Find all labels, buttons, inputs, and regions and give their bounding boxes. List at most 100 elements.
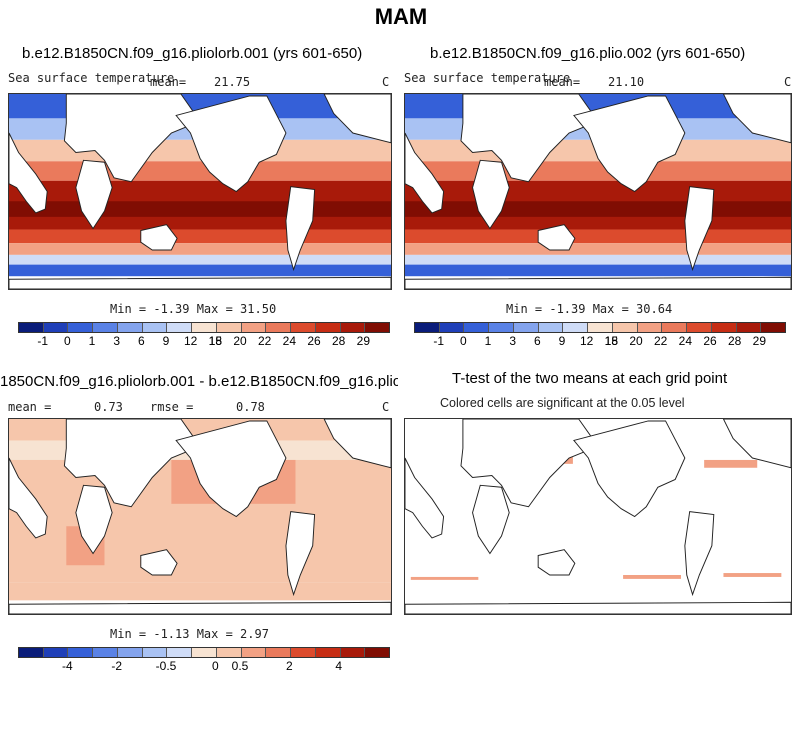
colorbar-swatch — [167, 323, 193, 332]
colorbar-swatch — [365, 323, 390, 332]
colorbar-tick-label: 29 — [356, 334, 371, 348]
colorbar-tick-label: 9 — [162, 334, 170, 348]
colorbar-swatch — [192, 648, 217, 657]
colorbar-tick-label: 26 — [307, 334, 321, 348]
colorbar-swatch — [142, 323, 168, 332]
panel3-rmse-label: rmse = — [150, 400, 194, 414]
colorbar-tick-label: 1 — [484, 334, 492, 348]
colorbar-swatch — [513, 323, 539, 332]
colorbar-swatch — [167, 648, 193, 657]
colorbar-swatch — [761, 323, 786, 332]
sst-map-panel1 — [8, 93, 392, 290]
colorbar-swatch — [637, 323, 663, 332]
colorbar-tick-label: 29 — [752, 334, 767, 348]
colorbar-swatch — [192, 323, 217, 332]
panel1-unit: C — [382, 75, 390, 89]
colorbar-swatch — [315, 648, 341, 657]
colorbar-swatch — [43, 323, 69, 332]
colorbar-swatch — [538, 323, 564, 332]
colorbar-tick-label: 0 — [459, 334, 467, 348]
colorbar-swatch — [612, 323, 638, 332]
colorbar-swatch — [291, 323, 316, 332]
main-title: MAM — [374, 4, 428, 29]
sst-colorbar-1-labels: -1 0 1 3 6 9 12 15 18 20 22 24 26 28 29 — [18, 334, 388, 348]
colorbar-swatch — [43, 648, 69, 657]
colorbar-swatch — [662, 323, 688, 332]
sst-difference-map — [8, 418, 392, 615]
colorbar-tick-label: 3 — [509, 334, 516, 348]
colorbar-tick-label: 9 — [558, 334, 566, 348]
colorbar-swatch — [216, 323, 242, 332]
panel3-minmax: Min = -1.13 Max = 2.97 — [110, 627, 269, 641]
colorbar-swatch — [19, 648, 44, 657]
colorbar-tick-label: 24 — [282, 334, 297, 348]
colorbar-swatch — [241, 323, 267, 332]
colorbar-tick-label: 22 — [653, 334, 668, 348]
colorbar-tick-label: 28 — [727, 334, 742, 348]
colorbar-swatch — [563, 323, 589, 332]
colorbar-tick-label: -2 — [111, 659, 122, 673]
panel3-unit: C — [382, 400, 390, 414]
colorbar-swatch — [711, 323, 737, 332]
colorbar-tick-label: 6 — [137, 334, 145, 348]
panel3-title: 1850CN.f09_g16.pliolorb.001 - b.e12.B185… — [0, 373, 398, 390]
diff-colorbar — [18, 647, 390, 658]
colorbar-tick-label: 26 — [703, 334, 717, 348]
colorbar-swatch — [687, 323, 712, 332]
panel4-title: T-test of the two means at each grid poi… — [452, 370, 728, 387]
panel2-mean-label: mean= — [544, 75, 581, 89]
colorbar-tick-label: 18 — [208, 334, 223, 348]
diff-colorbar-labels: -4 -2 -0.5 0 0.5 2 4 — [18, 659, 388, 673]
panel1-title: b.e12.B1850CN.f09_g16.pliolorb.001 (yrs … — [22, 45, 363, 62]
colorbar-swatch — [241, 648, 267, 657]
colorbar-tick-label: 0 — [211, 659, 219, 673]
colorbar-swatch — [19, 323, 44, 332]
colorbar-tick-label: 15 — [208, 334, 223, 348]
colorbar-swatch — [464, 323, 490, 332]
panel2-mean-value: 21.10 — [608, 75, 645, 89]
panel1-minmax: Min = -1.39 Max = 31.50 — [110, 302, 277, 316]
colorbar-tick-label: 0 — [63, 334, 71, 348]
colorbar-swatch — [489, 323, 514, 332]
colorbar-tick-label: 18 — [604, 334, 619, 348]
colorbar-tick-label: -0.5 — [155, 659, 177, 673]
colorbar-swatch — [315, 323, 341, 332]
sst-colorbar-1 — [18, 322, 390, 333]
colorbar-tick-label: 22 — [257, 334, 272, 348]
panel2-title: b.e12.B1850CN.f09_g16.plio.002 (yrs 601-… — [430, 45, 746, 62]
colorbar-tick-label: -4 — [61, 659, 73, 673]
colorbar-tick-label: 28 — [331, 334, 346, 348]
colorbar-tick-label: 20 — [629, 334, 643, 348]
sst-colorbar-2 — [414, 322, 786, 333]
panel3-rmse-value: 0.78 — [236, 400, 265, 414]
panel1-mean-value: 21.75 — [214, 75, 251, 89]
colorbar-tick-label: 3 — [113, 334, 120, 348]
panel1-variable: Sea surface temperature — [8, 71, 175, 85]
sst-map-panel2 — [404, 93, 792, 290]
colorbar-swatch — [93, 648, 118, 657]
colorbar-swatch — [117, 323, 143, 332]
colorbar-swatch — [588, 323, 613, 332]
colorbar-tick-label: 2 — [285, 659, 293, 673]
colorbar-swatch — [266, 648, 292, 657]
panel2-variable: Sea surface temperature — [404, 71, 571, 85]
colorbar-tick-label: 6 — [533, 334, 541, 348]
ttest-significance-map — [404, 418, 792, 615]
colorbar-swatch — [142, 648, 168, 657]
panel3-mean-value: 0.73 — [94, 400, 123, 414]
panel3-mean-label: mean = — [8, 400, 52, 414]
colorbar-swatch — [216, 648, 242, 657]
colorbar-swatch — [93, 323, 118, 332]
colorbar-tick-label: -1 — [37, 334, 48, 348]
panel4-subtitle: Colored cells are significant at the 0.0… — [440, 396, 685, 410]
colorbar-swatch — [68, 648, 94, 657]
colorbar-swatch — [415, 323, 440, 332]
panel1-mean-label: mean= — [150, 75, 187, 89]
colorbar-swatch — [117, 648, 143, 657]
colorbar-tick-label: 24 — [678, 334, 693, 348]
colorbar-tick-label: 12 — [579, 334, 594, 348]
panel2-unit: C — [784, 75, 792, 89]
colorbar-swatch — [266, 323, 292, 332]
colorbar-tick-label: 15 — [604, 334, 619, 348]
sst-colorbar-2-labels: -1 0 1 3 6 9 12 15 18 20 22 24 26 28 29 — [414, 334, 784, 348]
